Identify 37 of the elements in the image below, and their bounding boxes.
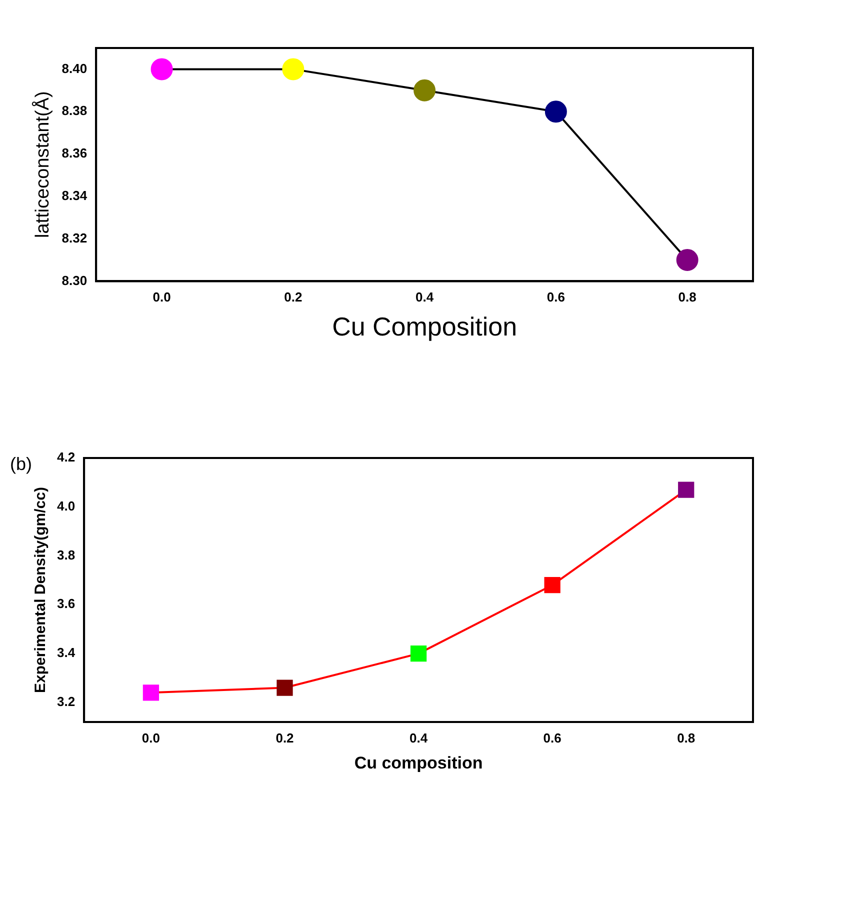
x-tick-label: 0.0 bbox=[142, 730, 160, 746]
point bbox=[544, 577, 560, 594]
x-tick-label: 0.2 bbox=[276, 730, 294, 746]
x-tick-label: 0.0 bbox=[152, 290, 171, 305]
point bbox=[276, 680, 293, 696]
point bbox=[410, 645, 427, 662]
y-tick-label: 8.38 bbox=[62, 103, 88, 118]
point bbox=[150, 58, 173, 80]
y-tick-label: 4.2 bbox=[56, 450, 76, 465]
x-axis-title: Cu composition bbox=[354, 753, 483, 772]
y-tick-label: 8.34 bbox=[62, 188, 88, 203]
x-tick-label: 0.4 bbox=[416, 290, 434, 305]
text: (b) bbox=[10, 454, 32, 474]
y-tick-label: 3.6 bbox=[56, 596, 76, 612]
y-tick-label: 8.32 bbox=[62, 230, 88, 246]
y-axis-title: latticeconstant(Å) bbox=[32, 91, 54, 238]
point bbox=[676, 249, 698, 271]
y-tick-label: 8.30 bbox=[62, 272, 88, 288]
y-tick-label: 8.40 bbox=[62, 60, 88, 76]
point bbox=[282, 58, 304, 80]
x-axis-title: Cu Composition bbox=[332, 312, 518, 342]
y-axis-title: Experimental Density(gm/cc) bbox=[32, 487, 50, 693]
y-tick-label: 3.2 bbox=[56, 694, 76, 710]
x-tick-label: 0.6 bbox=[543, 730, 562, 746]
y-tick-label: 8.36 bbox=[62, 146, 88, 161]
y-tick-label: 3.4 bbox=[56, 645, 76, 660]
x-tick-label: 0.8 bbox=[678, 290, 696, 305]
x-tick-label: 0.4 bbox=[409, 730, 428, 746]
x-tick-label: 0.2 bbox=[284, 290, 302, 305]
point bbox=[414, 79, 436, 102]
x-tick-label: 0.6 bbox=[546, 290, 565, 305]
point bbox=[544, 100, 567, 123]
y-tick-label: 3.8 bbox=[56, 547, 76, 562]
x-tick-label: 0.8 bbox=[677, 730, 696, 746]
point bbox=[142, 684, 160, 701]
point bbox=[678, 482, 694, 498]
y-tick-label: 4.0 bbox=[56, 498, 76, 514]
